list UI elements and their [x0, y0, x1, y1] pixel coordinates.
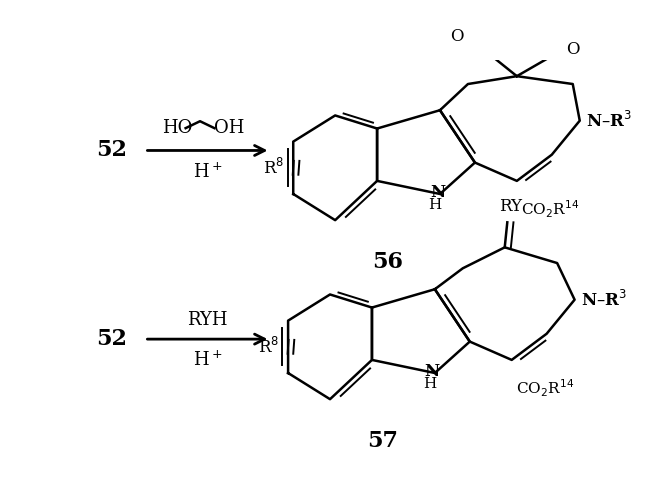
- Text: CO$_2$R$^{14}$: CO$_2$R$^{14}$: [521, 198, 579, 220]
- Text: CO$_2$R$^{14}$: CO$_2$R$^{14}$: [516, 377, 574, 398]
- Text: N: N: [430, 184, 445, 200]
- Text: 52: 52: [95, 328, 127, 350]
- Text: 57: 57: [367, 430, 398, 452]
- Text: N: N: [425, 362, 440, 380]
- Text: R$^8$: R$^8$: [263, 158, 284, 178]
- Text: O: O: [450, 28, 464, 46]
- Text: N–R$^3$: N–R$^3$: [581, 290, 627, 310]
- Text: RY: RY: [499, 198, 522, 216]
- Text: OH: OH: [214, 119, 245, 137]
- Text: H: H: [423, 377, 436, 391]
- Text: 56: 56: [372, 250, 403, 272]
- Text: H: H: [428, 198, 442, 212]
- Text: R$^8$: R$^8$: [258, 337, 279, 357]
- Text: H$^+$: H$^+$: [193, 162, 223, 182]
- Text: H$^+$: H$^+$: [193, 350, 223, 370]
- Text: HO: HO: [162, 119, 193, 137]
- Text: RYH: RYH: [188, 311, 228, 329]
- Text: O: O: [566, 42, 580, 58]
- Text: N–R$^3$: N–R$^3$: [586, 110, 632, 130]
- Text: 52: 52: [95, 140, 127, 162]
